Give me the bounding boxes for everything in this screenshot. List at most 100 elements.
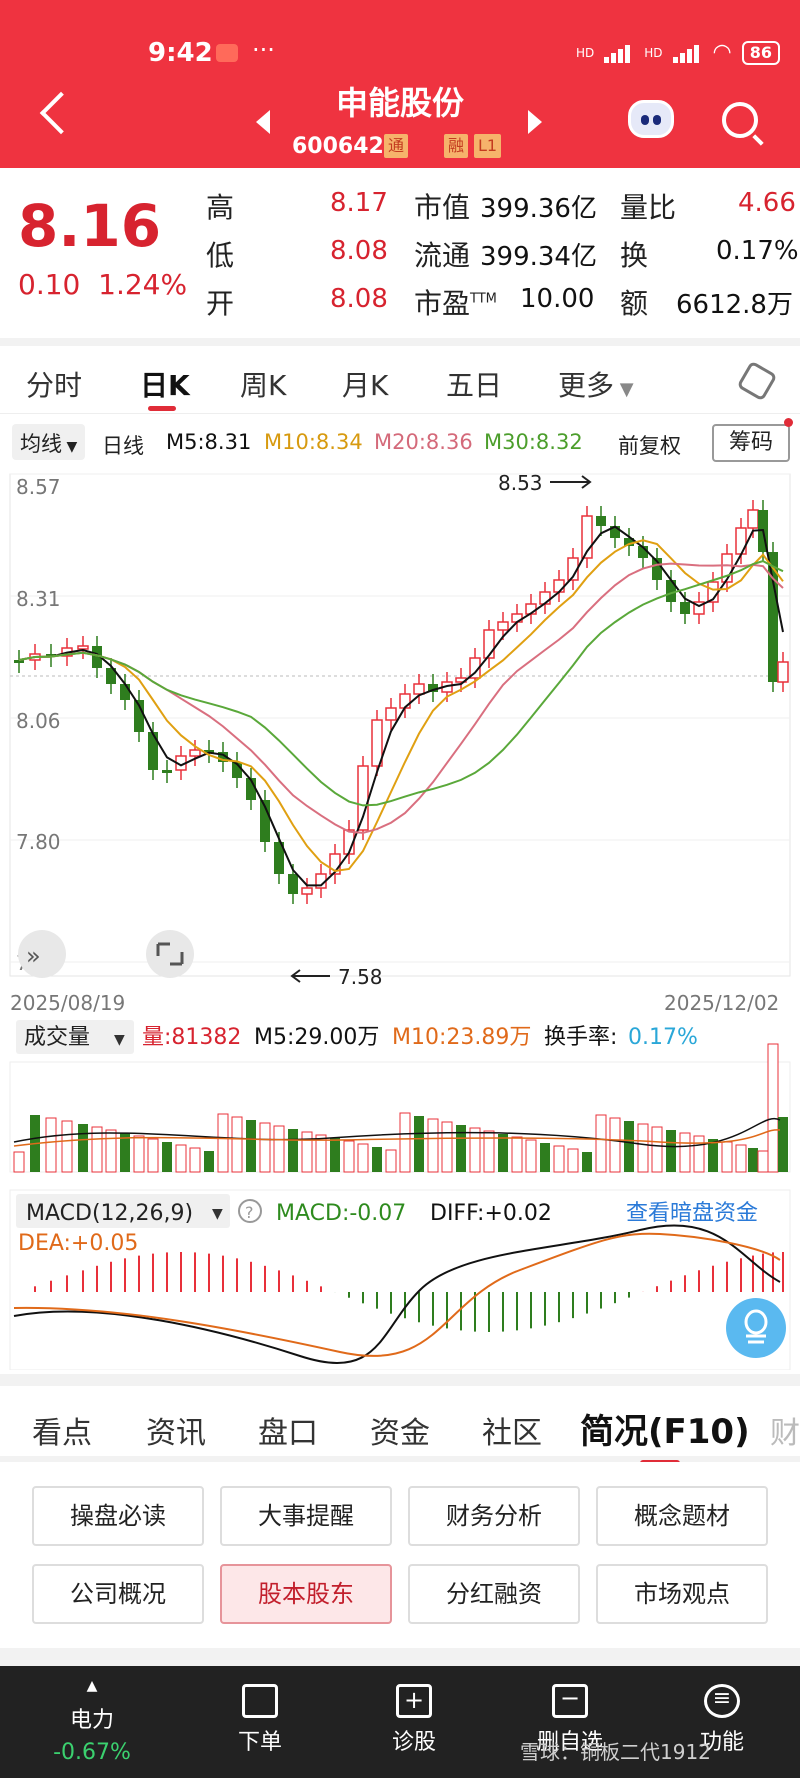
last-price: 8.16 [18, 192, 162, 260]
bulb-glyph [746, 1334, 766, 1344]
fullscreen-glyph [156, 942, 184, 966]
btn-financial-analysis[interactable]: 财务分析 [408, 1486, 580, 1546]
vr-label: 量比 [620, 191, 677, 224]
volume-bar-up [441, 1121, 453, 1173]
next-stock-icon[interactable] [528, 110, 542, 134]
volume-bar-up [133, 1135, 145, 1173]
sector-change: -0.67% [53, 1740, 131, 1765]
macd-chip: MACD(12,26,9) [26, 1201, 193, 1226]
dea-line [13, 1232, 781, 1358]
btn-company-profile[interactable]: 公司概况 [32, 1564, 204, 1624]
tab-more[interactable]: 更多 ▼ [558, 369, 634, 402]
low-value: 8.08 [330, 236, 388, 266]
tip-bulb-icon [726, 1298, 786, 1358]
f10-button-grid: 操盘必读 大事提醒 财务分析 概念题材 公司概况 股本股东 分红融资 市场观点 [0, 1462, 800, 1648]
btn-event-reminder[interactable]: 大事提醒 [220, 1486, 392, 1546]
tab-monthly-k[interactable]: 月K [342, 369, 389, 402]
tab-finance-partial[interactable]: 财 [770, 1416, 800, 1451]
candle-up [747, 509, 759, 529]
tab-order-book[interactable]: 盘口 [258, 1416, 318, 1451]
tab-news[interactable]: 资讯 [146, 1416, 206, 1451]
back-icon[interactable] [39, 91, 83, 135]
diagnose-button[interactable]: + 诊股 [334, 1676, 494, 1756]
candle-down [232, 762, 242, 778]
volume-bar-down [288, 1129, 298, 1172]
volume-bar-up [399, 1112, 411, 1173]
amount-label: 额 [620, 287, 649, 320]
candle-down [768, 552, 778, 682]
mcap-value: 399.36亿 [480, 194, 597, 224]
ytick-4: 7.80 [16, 830, 61, 854]
tab-daily-k[interactable]: 日K [140, 369, 190, 402]
help-icon [238, 1199, 262, 1223]
btn-dividends[interactable]: 分红融资 [408, 1564, 580, 1624]
dea-value: DEA:+0.05 [18, 1231, 138, 1256]
tab-weekly-k[interactable]: 周K [240, 369, 287, 402]
volume-bar-up [553, 1145, 565, 1173]
ma30-value: M30:8.32 [484, 430, 583, 454]
macd-lines [13, 1224, 781, 1364]
quote-panel: 8.16 0.10 1.24% 高 8.17 低 8.08 开 8.08 市值 … [0, 168, 800, 338]
network-label-2: HD [644, 45, 663, 60]
kline-chart[interactable]: 8.57 8.31 8.06 7.80 7.54 8.53 7.58 » 202… [0, 470, 800, 1370]
btn-market-views[interactable]: 市场观点 [596, 1564, 768, 1624]
watermark: 雪球：铜板二代1912 [520, 1740, 711, 1764]
volume-bar-up [357, 1143, 369, 1173]
candle-down [260, 800, 270, 842]
volume-bar-up [301, 1131, 313, 1173]
volume-bar-up [525, 1139, 537, 1173]
tab-community[interactable]: 社区 [482, 1416, 542, 1451]
adjust-option[interactable]: 前复权 [618, 434, 681, 458]
sector-item[interactable]: ▲ 电力 -0.67% [12, 1676, 172, 1765]
volume-bar-up [721, 1141, 733, 1173]
volume-chip: 成交量 [24, 1025, 90, 1050]
functions-button[interactable]: ≡ 功能 [642, 1676, 800, 1756]
candle-down [596, 516, 606, 526]
diff-line [13, 1224, 781, 1364]
order-icon [242, 1684, 278, 1718]
ma-select[interactable]: 均线 ▼ [12, 424, 86, 460]
btn-shareholders[interactable]: 股本股东 [220, 1564, 392, 1624]
volume-bar-down [120, 1133, 130, 1172]
volume-bar-up [91, 1126, 103, 1173]
btn-trading-guide[interactable]: 操盘必读 [32, 1486, 204, 1546]
functions-icon: ≡ [704, 1684, 740, 1718]
candle-down [246, 778, 256, 800]
volume-bar-down [498, 1134, 508, 1172]
status-right: HD HD ◠ 86 [576, 40, 780, 65]
tab-f10[interactable]: 简况(F10) [580, 1412, 750, 1452]
float-value: 399.34亿 [480, 242, 597, 272]
btn-concepts[interactable]: 概念题材 [596, 1486, 768, 1546]
tab-highlights[interactable]: 看点 [32, 1416, 92, 1451]
fullscreen-icon [146, 930, 194, 978]
candle-up [301, 887, 313, 895]
candle-up [385, 707, 397, 721]
high-value: 8.17 [330, 188, 388, 218]
tab-funds[interactable]: 资金 [370, 1416, 430, 1451]
volume-bar-up [469, 1127, 481, 1173]
volume-bar-down [748, 1148, 758, 1172]
remove-watchlist-button[interactable]: − 删自选 [490, 1676, 650, 1756]
amount-value: 6612.8万 [676, 290, 793, 320]
volume-bar-up [567, 1148, 579, 1173]
volume-bar-down [330, 1138, 340, 1172]
candle-down [218, 752, 228, 762]
candle-up [371, 719, 383, 767]
tab-intraday[interactable]: 分时 [26, 369, 83, 402]
order-button[interactable]: 下单 [180, 1676, 340, 1756]
app-header: 9:42 ··· HD HD ◠ 86 申能股份 600642 通 融 L1 [0, 0, 800, 168]
remove-label: 删自选 [536, 1730, 603, 1755]
prev-stock-icon[interactable] [256, 110, 270, 134]
order-label: 下单 [237, 1730, 282, 1755]
period-label: 日线 [102, 434, 144, 458]
chip-distribution-button[interactable]: 筹码 [712, 424, 790, 462]
low-label: 低 [206, 239, 235, 272]
ma5-value: M5:8.31 [166, 430, 252, 454]
tab-five-day[interactable]: 五日 [446, 369, 503, 402]
robot-assistant-icon[interactable] [628, 100, 674, 138]
date-start: 2025/08/19 [10, 991, 125, 1015]
candle-up [735, 527, 747, 555]
search-icon[interactable] [722, 102, 758, 138]
volume-bar-down [540, 1143, 550, 1172]
